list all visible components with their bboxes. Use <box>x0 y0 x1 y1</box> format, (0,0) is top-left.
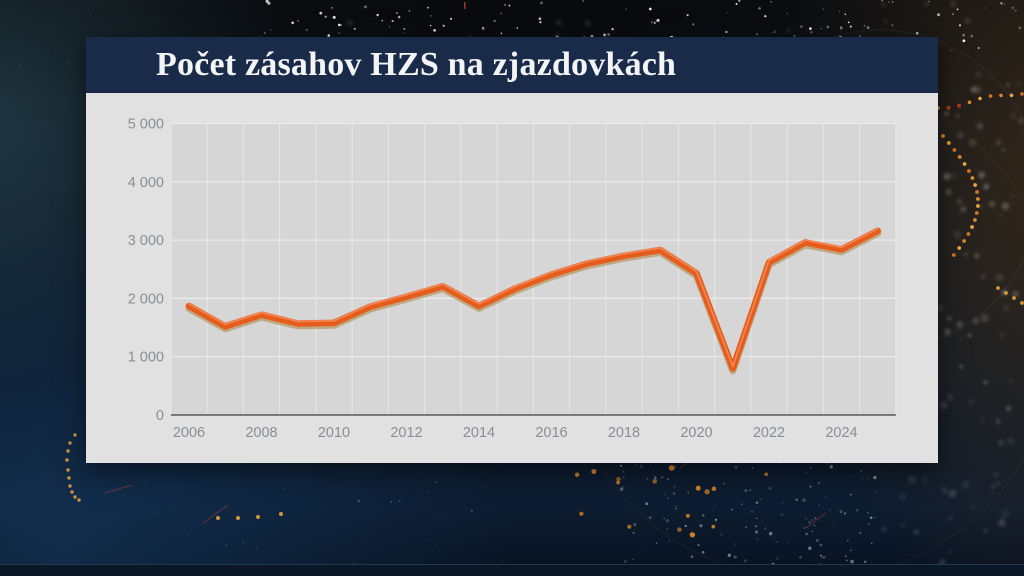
red-streaks <box>104 454 827 529</box>
interventions-line <box>185 227 882 375</box>
svg-text:2008: 2008 <box>245 425 277 441</box>
y-axis-labels: 0 1 000 2 000 3 000 4 000 5 000 <box>128 117 164 425</box>
svg-text:2020: 2020 <box>680 425 712 441</box>
horizontal-gridlines <box>170 122 896 358</box>
vertical-gridlines <box>170 123 897 415</box>
svg-text:2010: 2010 <box>318 425 350 441</box>
bottom-band <box>0 564 1024 576</box>
svg-text:2 000: 2 000 <box>128 291 164 307</box>
svg-text:2016: 2016 <box>535 425 567 441</box>
svg-text:1 000: 1 000 <box>128 350 164 366</box>
chart-panel: Počet zásahov HZS na zjazdovkách 0 1 000 2… <box>86 37 938 463</box>
svg-text:3 000: 3 000 <box>128 233 164 249</box>
svg-text:4 000: 4 000 <box>128 175 164 191</box>
svg-text:2014: 2014 <box>463 425 495 441</box>
chart-title: Počet zásahov HZS na zjazdovkách <box>156 46 677 83</box>
x-axis-labels: 2006 2008 2010 2012 2014 2016 2018 2020 2022 2024 <box>173 425 858 441</box>
svg-text:2024: 2024 <box>825 425 857 441</box>
title-bar: Počet zásahov HZS na zjazdovkách <box>86 37 938 93</box>
svg-text:2018: 2018 <box>608 425 640 441</box>
svg-text:2022: 2022 <box>753 425 785 441</box>
svg-text:2012: 2012 <box>390 425 422 441</box>
svg-text:5 000: 5 000 <box>128 117 164 133</box>
svg-text:0: 0 <box>156 408 164 424</box>
svg-text:2006: 2006 <box>173 425 205 441</box>
amber-dot-chains <box>65 92 1024 538</box>
